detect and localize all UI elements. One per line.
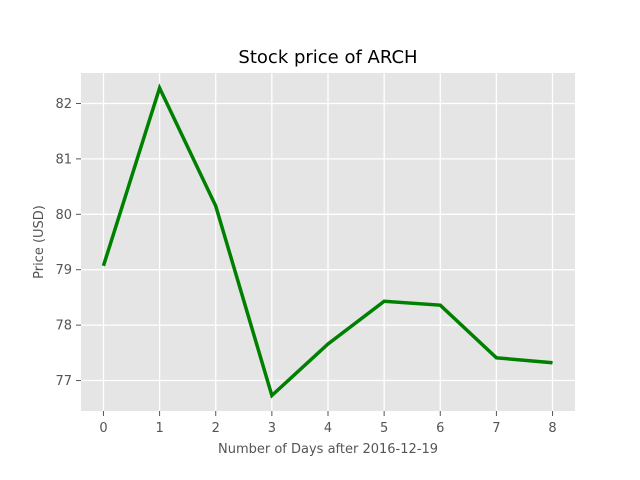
- x-tick-label: 3: [268, 421, 276, 436]
- x-axis-ticks: 0 1 2 3 4 5 6 7 8: [99, 411, 557, 436]
- x-tick-label: 2: [212, 421, 220, 436]
- y-axis-ticks: 77 78 79 80 81 82: [55, 97, 81, 389]
- series-layer: [101, 83, 553, 399]
- x-tick-label: 4: [324, 421, 332, 436]
- x-tick-label: 0: [99, 421, 107, 436]
- y-tick-label: 81: [55, 152, 72, 167]
- x-tick-label: 5: [380, 421, 388, 436]
- y-tick-label: 78: [55, 319, 72, 334]
- y-axis-label: Price (USD): [32, 205, 47, 279]
- x-axis-label: Number of Days after 2016-12-19: [218, 442, 438, 457]
- x-tick-label: 1: [155, 421, 163, 436]
- y-tick-label: 79: [55, 263, 72, 278]
- x-tick-label: 8: [548, 421, 556, 436]
- chart-title: Stock price of ARCH: [238, 47, 417, 68]
- x-tick-label: 6: [436, 421, 444, 436]
- grid-lines: [81, 73, 575, 411]
- y-tick-label: 80: [55, 208, 72, 223]
- y-tick-label: 82: [55, 97, 72, 112]
- x-tick-label: 7: [492, 421, 500, 436]
- y-tick-label: 77: [55, 374, 72, 389]
